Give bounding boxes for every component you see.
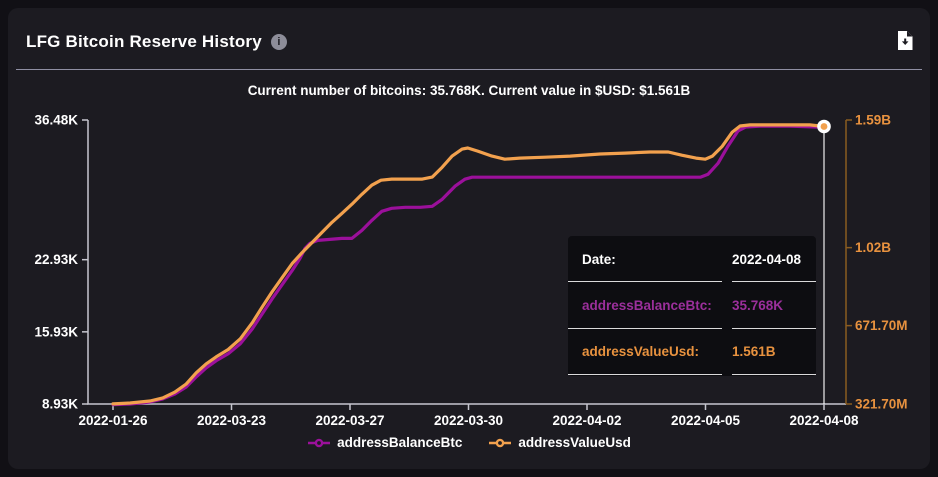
info-icon[interactable]: i [270, 34, 287, 50]
tooltip-row-btc: addressBalanceBtc: 35.768K [568, 284, 816, 329]
svg-text:2022-04-05: 2022-04-05 [671, 413, 741, 428]
svg-text:2022-01-26: 2022-01-26 [78, 413, 148, 428]
chart-card: LFG Bitcoin Reserve History i Current nu… [8, 8, 930, 469]
svg-text:2022-03-30: 2022-03-30 [434, 413, 503, 428]
svg-text:2022-04-08: 2022-04-08 [789, 413, 859, 428]
legend-marker-usd-icon [489, 438, 512, 447]
page-title: LFG Bitcoin Reserve History [26, 32, 262, 51]
tooltip-usd-value: 1.561B [732, 330, 816, 375]
svg-text:1.02B: 1.02B [855, 240, 891, 255]
header: LFG Bitcoin Reserve History i [8, 8, 930, 60]
svg-text:1.59B: 1.59B [855, 113, 891, 128]
download-button[interactable] [894, 28, 916, 56]
svg-text:671.70M: 671.70M [855, 318, 908, 333]
tooltip-btc-value: 35.768K [732, 284, 816, 329]
legend-marker-btc-icon [308, 438, 331, 447]
legend-label: addressValueUsd [518, 435, 631, 450]
svg-text:36.48K: 36.48K [34, 113, 78, 128]
tooltip-usd-label: addressValueUsd: [568, 330, 722, 375]
svg-text:2022-03-23: 2022-03-23 [197, 413, 267, 428]
svg-text:2022-04-02: 2022-04-02 [552, 413, 621, 428]
chart-subtitle: Current number of bitcoins: 35.768K. Cur… [247, 83, 691, 98]
legend-label: addressBalanceBtc [337, 435, 463, 450]
legend-item-addressBalanceBtc[interactable]: addressBalanceBtc [307, 435, 462, 450]
chart-plot-area[interactable]: 36.48K 22.93K 15.93K 8.93K 1.59B 1.02B 671.70M… [8, 8, 930, 469]
svg-text:2022-03-27: 2022-03-27 [315, 413, 384, 428]
tooltip-row-usd: addressValueUsd: 1.561B [568, 330, 816, 375]
divider [16, 69, 922, 70]
tooltip-date-label: Date: [568, 237, 722, 283]
legend-item-addressValueUsd[interactable]: addressValueUsd [488, 435, 631, 450]
svg-text:15.93K: 15.93K [34, 324, 78, 339]
svg-text:321.70M: 321.70M [855, 397, 908, 412]
download-icon [898, 31, 913, 50]
svg-text:22.93K: 22.93K [34, 252, 78, 267]
tooltip-btc-label: addressBalanceBtc: [568, 284, 722, 329]
svg-text:8.93K: 8.93K [42, 397, 78, 412]
legend: addressBalanceBtc addressValueUsd [8, 435, 930, 450]
tooltip-date-value: 2022-04-08 [732, 237, 816, 283]
chart-tooltip: Date: 2022-04-08 addressBalanceBtc: 35.7… [568, 236, 816, 376]
tooltip-row-date: Date: 2022-04-08 [568, 237, 816, 283]
